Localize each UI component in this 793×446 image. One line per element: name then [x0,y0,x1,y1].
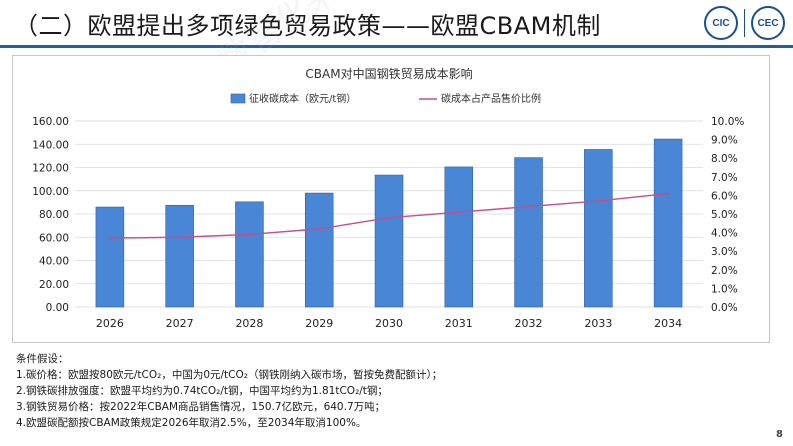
ratio-point [457,210,460,214]
y2-tick-label: 1.0% [711,283,738,295]
chart-title: CBAM对中国钢铁贸易成本影响 [305,66,472,81]
ratio-point [318,227,321,231]
title-underline [0,45,793,48]
assumptions-notes: 条件假设： 1.碳价格：欧盟按80欧元/tCO₂，中国为0元/tCO₂（钢铁刚纳… [16,351,442,431]
y-tick-label: 80.00 [39,209,69,221]
note-line-1: 1.碳价格：欧盟按80欧元/tCO₂，中国为0元/tCO₂（钢铁刚纳入碳市场，暂… [16,369,443,381]
y-tick-label: 120.00 [32,163,69,175]
logo-divider [744,9,745,37]
y-tick-label: 20.00 [39,279,69,291]
y2-tick-label: 9.0% [711,135,738,147]
x-tick-label: 2028 [235,317,263,330]
y-tick-label: 60.00 [39,232,69,244]
x-tick-label: 2033 [584,317,612,330]
legend-bar-label: 征收碳成本（欧元/t钢） [249,92,356,105]
bar [584,149,613,308]
y2-tick-label: 8.0% [711,153,738,165]
x-tick-label: 2032 [515,317,543,330]
bar [374,174,404,308]
logo-group: CIC CEC [704,6,785,40]
y-tick-label: 100.00 [32,186,69,198]
bar [95,206,125,308]
y2-tick-label: 4.0% [711,228,738,240]
ratio-point [387,216,391,219]
legend-line-label: 碳成本占产品售价比例 [441,92,541,105]
bar [304,192,334,308]
bar [653,138,683,308]
y2-tick-label: 0.0% [711,302,738,314]
x-tick-label: 2027 [166,317,194,330]
x-tick-label: 2030 [375,317,403,330]
ratio-point [527,205,530,208]
y2-tick-label: 5.0% [711,209,738,221]
x-tick-label: 2031 [445,317,473,330]
slide-title: （二）欧盟提出多项绿色贸易政策——欧盟CBAM机制 [14,12,601,40]
y2-tick-label: 6.0% [711,190,738,202]
x-tick-label: 2026 [96,317,124,330]
cic-logo: CIC [704,6,738,40]
note-line-3: 3.钢铁贸易价格：按2022年CBAM商品销售情况，150.7亿欧元，640.7… [16,401,386,413]
ratio-point [597,199,600,203]
ratio-point [248,233,251,236]
ratio-point [666,192,670,195]
y-tick-label: 140.00 [32,139,69,151]
bar [444,166,474,308]
bar [235,201,264,308]
legend-bar-swatch [230,93,246,104]
ratio-point [108,236,112,240]
y-tick-label: 160.00 [32,116,69,128]
x-tick-label: 2029 [305,317,333,330]
x-tick-label: 2034 [654,317,682,330]
y2-tick-label: 7.0% [711,172,738,184]
page-number: 8 [776,429,783,440]
notes-heading: 条件假设： [16,353,69,365]
note-line-2: 2.钢铁碳排放强度：欧盟平均约为0.74tCO₂/t钢，中国平均约为1.81tC… [16,385,388,397]
y2-tick-label: 3.0% [711,246,738,258]
note-line-4: 4.欧盟碳配额按CBAM政策规定2026年取消2.5%，至2034年取消100%… [16,417,367,429]
cec-logo: CEC [751,6,785,40]
y2-tick-label: 2.0% [711,265,738,277]
ratio-point [178,236,181,239]
bar [165,204,194,308]
y2-tick-label: 10.0% [711,116,744,128]
chart-frame: CBAM对中国钢铁贸易成本影响征收碳成本（欧元/t钢） 碳成本占产品售价比例 0.0… [12,55,770,343]
y-tick-label: 40.00 [39,256,69,268]
y-tick-label: 0.00 [46,302,69,314]
bar [514,157,543,308]
